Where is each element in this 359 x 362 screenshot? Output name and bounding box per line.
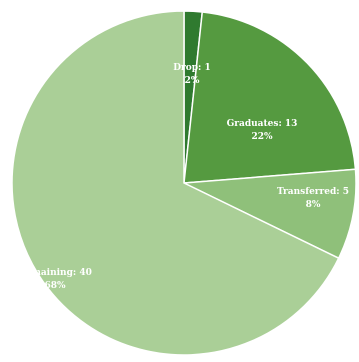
data-label-percent: 22% <box>251 132 273 142</box>
data-label-category-value: Transferred: 5 <box>277 187 349 197</box>
data-label-category-value: Drop: 1 <box>173 63 211 73</box>
data-label-percent: 8% <box>306 200 321 210</box>
data-label-graduates: Graduates: 13 22% <box>227 119 298 142</box>
data-label-remaining: Remaining: 40 68% <box>18 268 92 291</box>
pie-slice-graduates <box>183 11 357 184</box>
data-label-category-value: Remaining: 40 <box>18 268 92 278</box>
data-label-drop: Drop: 1 2% <box>173 63 211 86</box>
data-label-category-value: Graduates: 13 <box>227 119 298 129</box>
data-label-transferred: Transferred: 5 8% <box>277 187 349 210</box>
data-label-percent: 2% <box>185 76 200 86</box>
data-label-percent: 68% <box>44 281 66 291</box>
pie-slice-remaining <box>11 10 340 356</box>
pie-slice-transferred <box>181 168 357 260</box>
